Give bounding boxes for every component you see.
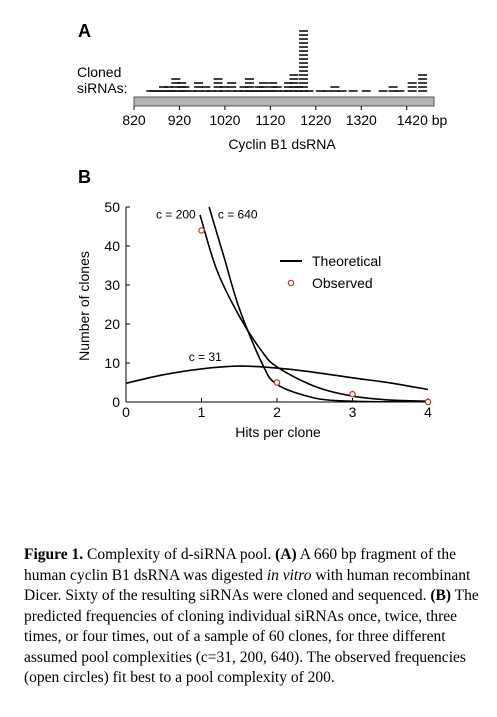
caption-a-label: (A) <box>275 546 297 563</box>
panel-a-x-tick-label: 1420 bp <box>397 112 448 128</box>
legend-observed-label: Observed <box>312 275 373 291</box>
panel-b-x-label: Hits per clone <box>235 424 321 440</box>
caption-b-label: (B) <box>430 587 452 604</box>
panel-a-x-tick-label: 1120 <box>255 112 285 128</box>
observed-point <box>198 227 205 234</box>
panel-a-x-tick-label: 820 <box>122 112 146 128</box>
curve-label: c = 31 <box>189 350 222 364</box>
theoretical-curve <box>126 365 429 391</box>
sirna-dash-group <box>146 30 428 92</box>
panel-b-letter: B <box>78 167 91 187</box>
observed-point <box>273 379 281 386</box>
legend-theoretical-label: Theoretical <box>312 253 381 269</box>
y-tick-label: 10 <box>104 355 120 371</box>
legend-observed-swatch <box>287 279 295 287</box>
observed-points <box>198 227 432 406</box>
theoretical-curves: c = 31 c = 200 c = 640 <box>126 206 429 402</box>
x-tick-label: 1 <box>198 404 206 420</box>
x-tick-label: 0 <box>122 404 130 420</box>
panel-a-x-tick-label: 1020 <box>209 112 240 128</box>
panel-a-x-label: Cyclin B1 dsRNA <box>228 136 336 152</box>
y-tick-label: 30 <box>104 277 120 293</box>
y-tick-label: 50 <box>104 199 120 215</box>
panel-a-x-ticks: 820 920 1020 1120 1220 1320 1420 bp <box>122 106 448 128</box>
theoretical-curve <box>199 214 429 402</box>
y-tick-label: 40 <box>104 238 120 254</box>
x-tick-label: 4 <box>424 404 432 420</box>
y-tick-label: 20 <box>104 316 120 332</box>
observed-point <box>424 398 432 406</box>
curve-label: c = 640 <box>218 208 258 222</box>
caption-figure-label: Figure 1. <box>24 546 84 563</box>
caption-text-4: The predicted frequencies of cloning ind… <box>24 587 479 686</box>
x-tick-label: 3 <box>349 404 357 420</box>
panel-a-x-tick-label: 920 <box>168 112 192 128</box>
observed-point <box>349 390 356 398</box>
row-label-sirnas: siRNAs: <box>77 80 128 96</box>
figure-canvas: A Cloned siRNAs: 820 920 1020 1120 1220 1320 1… <box>76 21 448 440</box>
panel-a-x-tick-label: 1320 <box>346 112 377 128</box>
panel-a-x-tick-label: 1220 <box>300 112 331 128</box>
panel-b-y-label: Number of clones <box>76 251 92 361</box>
caption-in-vitro: in vitro <box>266 566 312 584</box>
caption-text-1: Complexity of d-siRNA pool. <box>83 546 276 563</box>
panel-a-letter: A <box>78 21 91 41</box>
y-tick-label: 0 <box>112 394 120 410</box>
caption-text-2: A 660 bp fragment of the human cyclin B1… <box>24 546 456 584</box>
x-tick-label: 2 <box>273 404 281 420</box>
caption-text-3: with human recombinant Dicer. Sixty of t… <box>24 566 471 605</box>
curve-label: c = 200 <box>156 208 196 222</box>
panel-b-axes: 0 10 20 30 40 50 0 1 2 3 4 <box>104 199 432 420</box>
dsrna-bar <box>133 96 435 107</box>
row-label-cloned: Cloned <box>77 64 121 80</box>
figure-caption: Figure 1. Complexity of d-siRNA pool. (A… <box>24 545 494 689</box>
